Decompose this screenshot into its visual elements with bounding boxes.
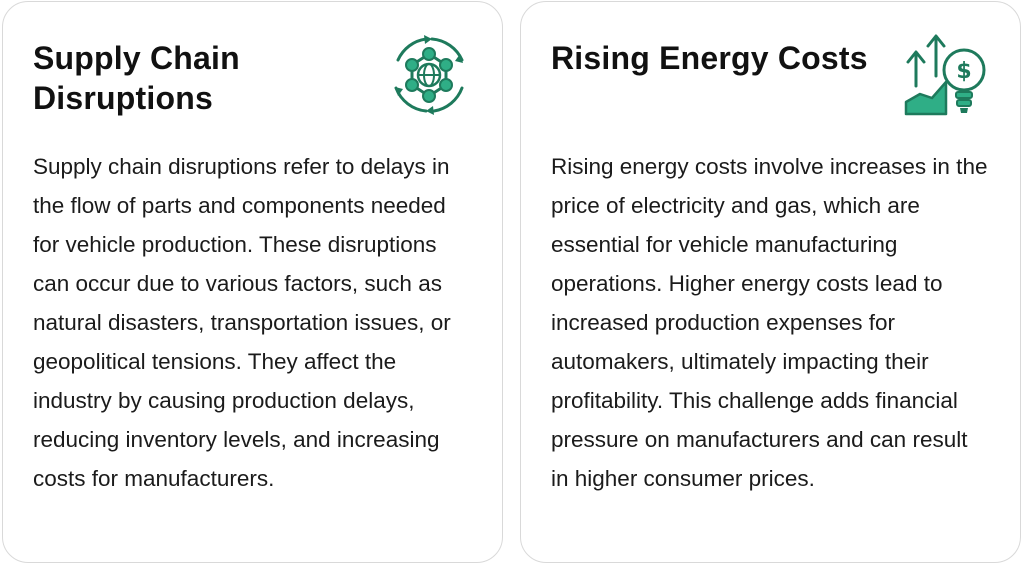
dollar-sign: $ — [956, 59, 971, 84]
supply-chain-card: Supply Chain Disruptions Supply chain di… — [2, 1, 503, 563]
card-title: Rising Energy Costs — [551, 40, 868, 76]
energy-costs-card: Rising Energy Costs $ Rising energy cost… — [520, 1, 1021, 563]
card-title: Supply Chain Disruptions — [33, 40, 240, 116]
card-body-text: Supply chain disruptions refer to delays… — [33, 154, 451, 491]
rising-energy-cost-icon: $ — [904, 34, 986, 116]
card-body-text: Rising energy costs involve increases in… — [551, 154, 988, 491]
supply-chain-network-icon — [394, 35, 464, 115]
